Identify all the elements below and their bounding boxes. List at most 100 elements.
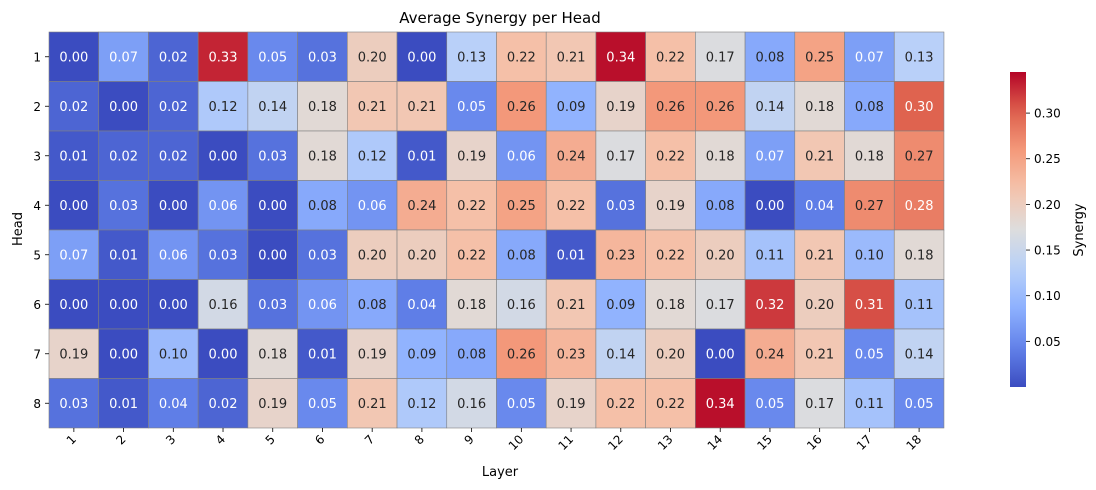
heatmap-cell <box>794 180 845 231</box>
cell-value-label: 0.00 <box>109 347 138 362</box>
cell-value-label: 0.22 <box>656 397 685 412</box>
heatmap-cell <box>197 279 249 330</box>
cell-value-label: 0.05 <box>905 397 934 412</box>
heatmap-cell <box>645 31 696 82</box>
heatmap-cell <box>496 279 547 330</box>
heatmap-cell <box>297 378 348 429</box>
cell-value-label: 0.22 <box>606 397 635 412</box>
heatmap-cell <box>496 130 547 181</box>
cell-value-label: 0.18 <box>656 298 685 313</box>
heatmap-cell <box>98 130 149 181</box>
heatmap-cell <box>893 180 945 231</box>
heatmap-cell <box>197 130 249 181</box>
heatmap-cell <box>844 130 895 181</box>
cell-value-label: 0.26 <box>507 100 536 115</box>
cell-value-label: 0.28 <box>905 199 934 214</box>
cell-value-label: 0.05 <box>855 347 884 362</box>
cell-value-label: 0.19 <box>358 347 387 362</box>
cell-value-label: 0.19 <box>59 347 88 362</box>
heatmap-cell <box>48 81 100 132</box>
heatmap-cell <box>98 81 149 132</box>
cell-value-label: 0.23 <box>606 248 635 263</box>
heatmap-cell <box>98 180 149 231</box>
x-tick-label: 13 <box>655 432 676 453</box>
cell-value-label: 0.18 <box>855 149 884 164</box>
heatmap-cell <box>148 229 199 280</box>
cell-value-label: 0.22 <box>656 50 685 65</box>
heatmap-cell <box>794 31 845 82</box>
cell-value-label: 0.09 <box>606 298 635 313</box>
colorbar-tick-label: 0.30 <box>1034 107 1061 121</box>
x-tick-label: 9 <box>461 432 476 447</box>
cell-value-label: 0.06 <box>159 248 188 263</box>
cell-value-label: 0.00 <box>159 199 188 214</box>
x-tick-label: 7 <box>362 432 377 447</box>
heatmap-cell <box>595 180 646 231</box>
colorbar-gradient <box>1010 72 1026 387</box>
cell-value-label: 0.01 <box>308 347 337 362</box>
cell-value-label: 0.01 <box>557 248 586 263</box>
cell-value-label: 0.02 <box>59 100 88 115</box>
cell-value-label: 0.08 <box>507 248 536 263</box>
heatmap-cell <box>496 328 547 379</box>
x-tick-label: 14 <box>705 432 726 453</box>
cell-value-label: 0.34 <box>706 397 735 412</box>
x-tick-label: 16 <box>804 432 825 453</box>
heatmap-cell <box>893 130 945 181</box>
cell-value-label: 0.01 <box>407 149 436 164</box>
heatmap-cell <box>893 279 945 330</box>
heatmap-cell <box>844 31 895 82</box>
cell-value-label: 0.20 <box>656 347 685 362</box>
cell-value-label: 0.19 <box>457 149 486 164</box>
cell-value-label: 0.16 <box>507 298 536 313</box>
cell-value-label: 0.17 <box>706 298 735 313</box>
heatmap-cell <box>347 130 398 181</box>
cell-value-label: 0.03 <box>59 397 88 412</box>
cell-value-label: 0.16 <box>457 397 486 412</box>
heatmap-cell <box>48 279 100 330</box>
cell-value-label: 0.21 <box>557 50 586 65</box>
heatmap-cell <box>496 81 547 132</box>
heatmap-cell <box>844 81 895 132</box>
cell-value-label: 0.22 <box>457 199 486 214</box>
heatmap-cell <box>744 279 796 330</box>
x-tick-label: 11 <box>555 432 576 453</box>
cell-value-label: 0.24 <box>755 347 784 362</box>
heatmap-cell <box>297 130 348 181</box>
x-tick-label: 1 <box>64 432 79 447</box>
cell-value-label: 0.00 <box>407 50 436 65</box>
heatmap-cell <box>247 378 298 429</box>
x-tick-label: 18 <box>904 432 925 453</box>
cell-value-label: 0.22 <box>656 248 685 263</box>
cell-value-label: 0.02 <box>159 100 188 115</box>
y-tick-label: 8 <box>33 397 41 411</box>
cell-value-label: 0.04 <box>805 199 834 214</box>
heatmap-cell <box>744 328 796 379</box>
cell-value-label: 0.04 <box>407 298 436 313</box>
cell-value-label: 0.02 <box>209 397 238 412</box>
heatmap-cell <box>645 378 696 429</box>
heatmap-cell <box>744 229 796 280</box>
heatmap-cell <box>396 31 448 82</box>
heatmap-cell <box>297 229 348 280</box>
cell-value-label: 0.18 <box>308 100 337 115</box>
cell-value-label: 0.05 <box>308 397 337 412</box>
cell-value-label: 0.32 <box>755 298 784 313</box>
heatmap-cell <box>893 328 945 379</box>
cell-value-label: 0.18 <box>308 149 337 164</box>
heatmap-cell <box>545 130 597 181</box>
cell-value-label: 0.00 <box>59 199 88 214</box>
cell-value-label: 0.06 <box>308 298 337 313</box>
cell-value-label: 0.06 <box>209 199 238 214</box>
heatmap-cell <box>347 279 398 330</box>
x-tick-label: 10 <box>506 432 527 453</box>
heatmap-cell <box>744 180 796 231</box>
cell-value-label: 0.20 <box>358 50 387 65</box>
heatmap-cell <box>148 328 199 379</box>
heatmap-cell <box>197 378 249 429</box>
y-tick-label: 7 <box>33 347 41 361</box>
heatmap-cell <box>595 378 646 429</box>
cell-value-label: 0.20 <box>407 248 436 263</box>
cell-value-label: 0.25 <box>507 199 536 214</box>
heatmap-cell <box>595 130 646 181</box>
